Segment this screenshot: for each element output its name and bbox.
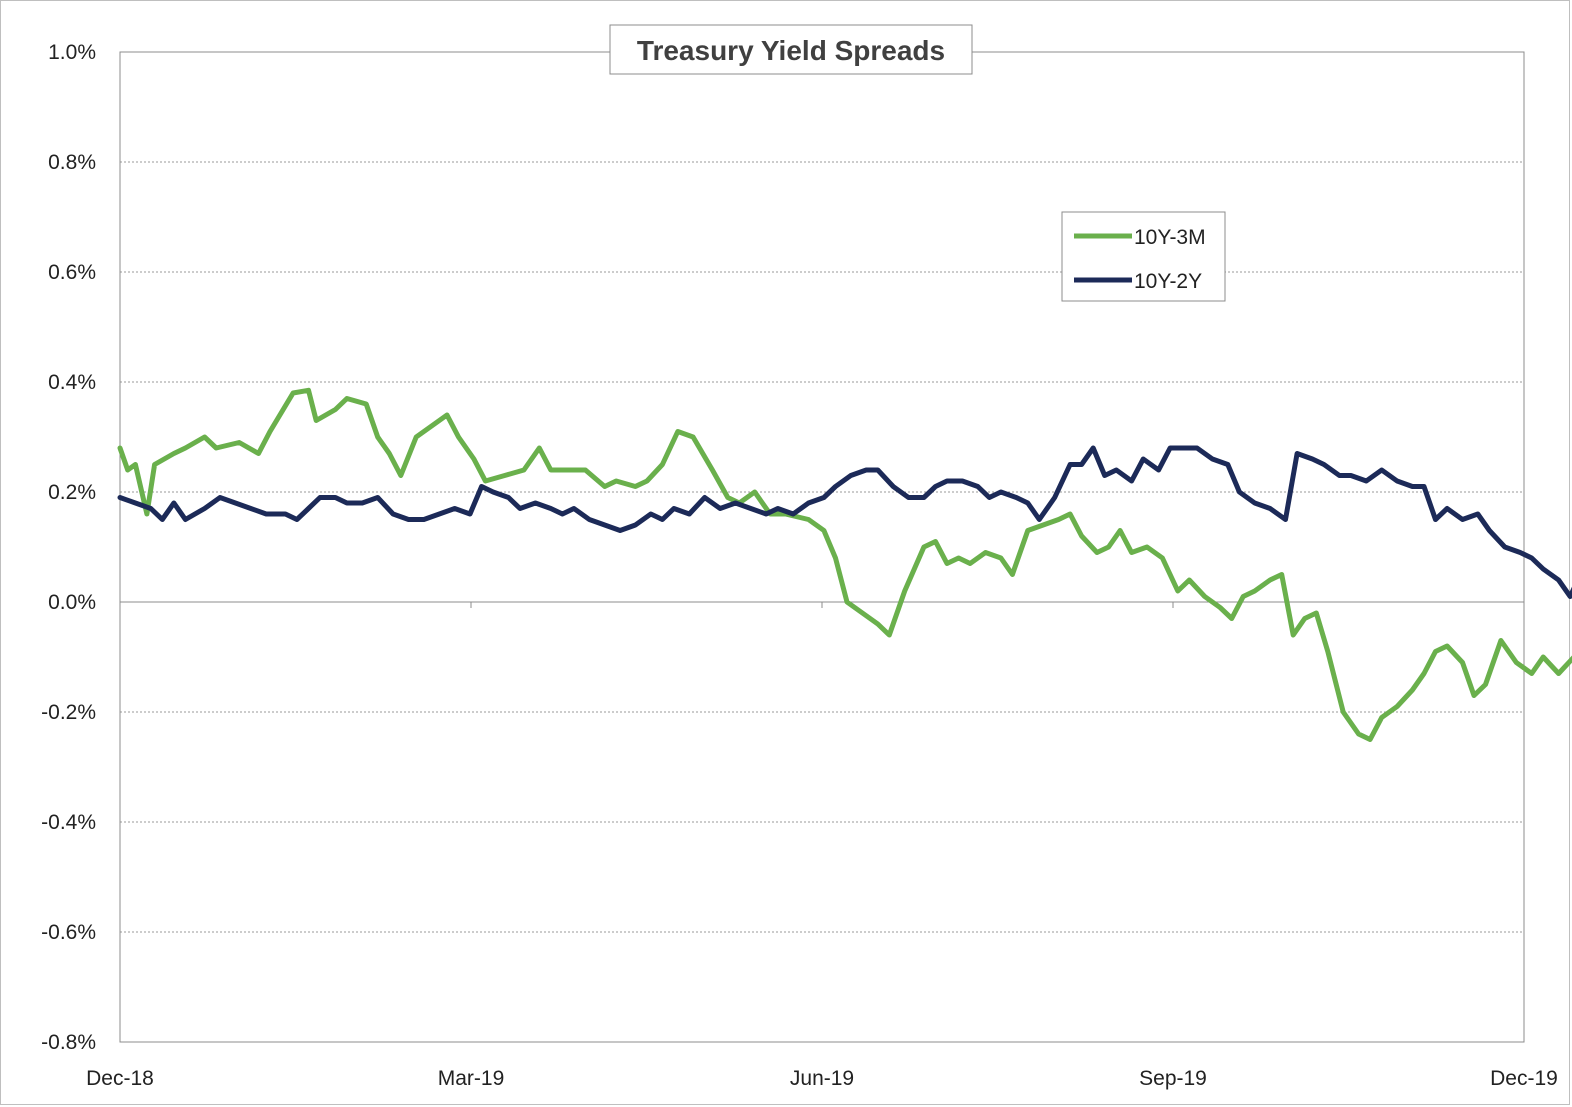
y-tick-label: 0.6% (48, 261, 96, 284)
x-tick-label: Jun-19 (790, 1067, 854, 1090)
series-line-10y-2y (117, 445, 1572, 599)
x-tick-label: Dec-18 (86, 1067, 154, 1090)
y-tick-label: -0.4% (41, 811, 96, 834)
y-tick-label: 0.2% (48, 481, 96, 504)
y-tick-label: -0.6% (41, 921, 96, 944)
x-axis-tick-labels: Dec-18 Mar-19 Jun-19 Sep-19 Dec-19 (86, 1067, 1558, 1090)
y-tick-label: 0.0% (48, 591, 96, 614)
series-line-10y-3m (117, 387, 1572, 742)
legend-label-10y-3m: 10Y-3M (1134, 226, 1206, 249)
plot-area (119, 51, 1525, 1043)
y-tick-label: -0.2% (41, 701, 96, 724)
y-tick-label: 0.8% (48, 151, 96, 174)
y-tick-label: 0.4% (48, 371, 96, 394)
chart-title: Treasury Yield Spreads (637, 35, 945, 66)
chart-title-box: Treasury Yield Spreads (609, 24, 973, 75)
y-tick-label: 1.0% (48, 41, 96, 64)
legend-label-10y-2y: 10Y-2Y (1134, 270, 1202, 293)
x-tick-label: Dec-19 (1490, 1067, 1558, 1090)
x-tick-label: Mar-19 (438, 1067, 505, 1090)
legend: 10Y-3M 10Y-2Y (1061, 211, 1226, 302)
x-tick-label: Sep-19 (1139, 1067, 1207, 1090)
x-axis-tick-marks (119, 602, 1525, 608)
gridlines (120, 161, 1524, 933)
series-lines (117, 387, 1572, 742)
y-axis-tick-labels: 1.0% 0.8% 0.6% 0.4% 0.2% 0.0% -0.2% -0.4% -0.6% -… (41, 41, 96, 1054)
y-tick-label: -0.8% (41, 1031, 96, 1054)
